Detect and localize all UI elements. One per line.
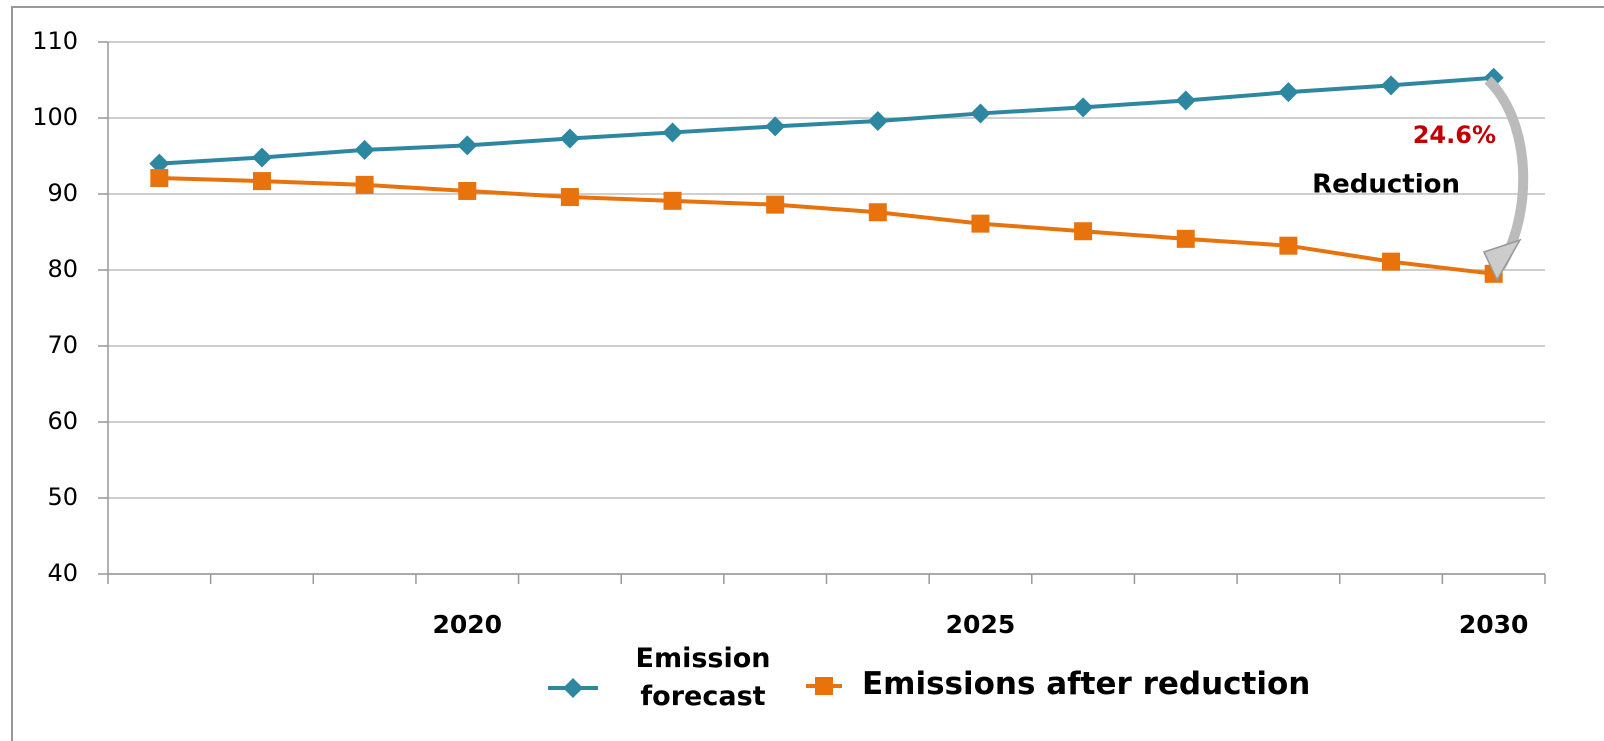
data-point [1176,229,1195,248]
y-tick-label: 80 [47,255,78,283]
y-tick-label: 40 [47,559,78,587]
x-tick-label: 2020 [432,610,502,639]
data-point [1175,90,1196,111]
legend-marker [815,677,833,695]
data-point [766,195,785,214]
data-point [252,172,271,191]
y-tick-label: 110 [32,27,78,55]
data-point [251,147,272,168]
data-point [149,153,170,174]
reduction-arrow [1484,76,1529,271]
legend-label: Emission forecast [635,643,771,712]
y-tick-label: 60 [47,407,78,435]
data-point [457,135,478,156]
y-tick-label: 90 [47,179,78,207]
data-point [559,128,580,149]
data-point [1381,75,1402,96]
plot-area: 40 50 60 70 80 90 100 110 2020 2025 2030 [32,27,1546,639]
frame [11,6,1604,741]
data-point [662,122,683,143]
y-tick-label: 100 [32,103,78,131]
data-point [663,191,682,210]
annotation: 24.6% [1413,121,1496,149]
y-tick-label: 50 [47,483,78,511]
data-point [1073,97,1094,118]
x-tick-label: 2030 [1459,610,1529,639]
series-line [159,75,1494,166]
data-point [560,188,579,207]
y-tick-label: 70 [47,331,78,359]
data-point [970,103,991,124]
data-point [354,139,375,160]
data-point [868,203,887,222]
data-point [1278,82,1299,103]
legend-label: Emissions after reduction [862,666,1311,702]
data-point [150,169,169,188]
data-point [1382,252,1401,271]
data-point [765,116,786,137]
legend-marker [563,678,583,698]
x-tick-label: 2025 [946,610,1016,639]
data-point [355,175,374,194]
arrow-head [1482,238,1522,282]
data-point [971,214,990,233]
data-point [458,181,477,200]
data-point [1279,236,1298,255]
data-point [867,111,888,132]
data-point [1074,222,1093,241]
annotation: Reduction [1312,170,1460,200]
series-line [159,176,1494,276]
